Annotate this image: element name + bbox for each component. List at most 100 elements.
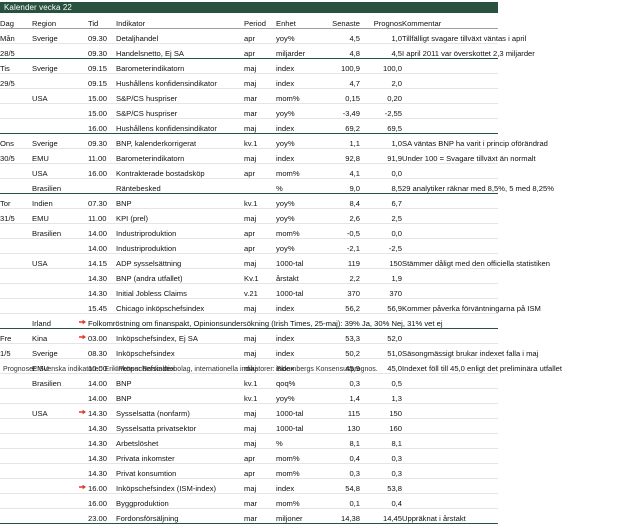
- cell-region: [32, 463, 76, 479]
- cell-dag: [0, 433, 32, 449]
- cell-tid: 14.30: [88, 448, 116, 464]
- cell-indikator: S&P/CS huspriser: [116, 103, 244, 119]
- table-row[interactable]: USA 14.30 Sysselsatta (nonfarm) maj 1000-tal…: [0, 403, 498, 419]
- column-header-dag: Dag: [0, 14, 32, 29]
- cell-prognos: 69,5: [360, 118, 402, 134]
- cell-kommentar: Kommer påverka förväntningarna på ISM: [402, 298, 541, 314]
- cell-dag: [0, 118, 32, 134]
- cell-indikator: Privat konsumtion: [116, 463, 244, 479]
- table-row[interactable]: 14.30 Arbetslöshet maj% 8,1 8,1: [0, 433, 498, 449]
- cell-region: EMU: [32, 358, 76, 374]
- table-row[interactable]: 14.30 Initial Jobless Claims v.21 1000-tal 3…: [0, 283, 498, 299]
- cell-period: maj: [244, 328, 276, 344]
- table-row[interactable]: Mån Sverige 09.30 Detaljhandel apr yoy% 4,5 1,0…: [0, 28, 526, 44]
- cell-indikator: Inköpschefsindex: [116, 358, 244, 374]
- cell-kommentar: Uppräknat i årstakt: [402, 508, 498, 524]
- table-row[interactable]: Ons Sverige 09.30 BNP, kalenderkorrigerat kv…: [0, 133, 548, 149]
- cell-period: kv.1: [244, 133, 276, 149]
- cell-tid: 03.00: [88, 328, 116, 344]
- table-row[interactable]: 14.00 Industriproduktion apr yoy% -2,1 -2,5: [0, 238, 498, 254]
- table-row[interactable]: Irland Folkomröstning om finanspakt, Opin…: [0, 313, 498, 329]
- cell-period: mar: [244, 508, 276, 524]
- cell-kommentar: Stämmer dåligt med den officiella statis…: [402, 253, 550, 269]
- cell-prognos: 1,0: [360, 133, 402, 149]
- table-row[interactable]: USA 15.00 S&P/CS huspriser mar mom% 0,15 0,20: [0, 88, 498, 104]
- cell-arrow: [76, 298, 88, 314]
- cell-region: USA: [32, 403, 76, 419]
- table-row[interactable]: USA 14.15 ADP sysselsättning maj 1000-tal 119…: [0, 253, 550, 269]
- cell-enhet: %: [276, 433, 318, 449]
- cell-tid: 09.15: [88, 58, 116, 74]
- table-row[interactable]: Brasilien 14.00 BNP kv.1 qoq% 0,3 0,5: [0, 373, 498, 389]
- table-row[interactable]: 14.00 BNP kv.1 yoy% 1,4 1,3: [0, 388, 498, 404]
- cell-dag: [0, 223, 32, 239]
- cell-enhet: yoy%: [276, 238, 318, 254]
- cell-kommentar: [402, 493, 498, 509]
- table-row[interactable]: 14.30 BNP (andra utfallet) Kv.1 årstakt 2,2 1…: [0, 268, 498, 284]
- table-row[interactable]: Brasilien 14.00 Industriproduktion apr mom% -…: [0, 223, 498, 239]
- table-row[interactable]: Tor Indien 07.30 BNP kv.1 yoy% 8,4 6,7: [0, 193, 498, 209]
- cell-enhet: 1000-tal: [276, 253, 318, 269]
- cell-region: [32, 118, 76, 134]
- cell-arrow: [76, 268, 88, 284]
- cell-region: Sverige: [32, 133, 76, 149]
- cell-indikator: Industriproduktion: [116, 223, 244, 239]
- table-row[interactable]: 29/5 09.15 Hushållens konfidensindikator ma…: [0, 73, 498, 89]
- cell-kommentar: SA väntas BNP ha varit i princip oföränd…: [402, 133, 548, 149]
- cell-indikator: Inköpschefsindex, Ej SA: [116, 328, 244, 344]
- cell-dag: [0, 268, 32, 284]
- table-row[interactable]: USA 16.00 Kontrakterade bostadsköp apr mom% 4…: [0, 163, 498, 179]
- cell-enhet: mom%: [276, 88, 318, 104]
- cell-region: [32, 103, 76, 119]
- cell-dag: 28/5: [0, 43, 32, 59]
- table-row[interactable]: 28/5 09.30 Handelsnetto, Ej SA apr miljarder…: [0, 43, 535, 59]
- table-row[interactable]: EMU 10.00 Inköpschefsindex maj index 45,9 45,0…: [0, 358, 562, 374]
- table-row[interactable]: 14.30 Sysselsatta privatsektor maj 1000-tal…: [0, 418, 498, 434]
- cell-note-span: Folkomröstning om finanspakt, Opinionsun…: [88, 313, 498, 329]
- table-row[interactable]: Fre Kina 03.00 Inköpschefsindex, Ej SA maj in…: [0, 328, 498, 344]
- cell-indikator: BNP: [116, 373, 244, 389]
- cell-prognos: 1,0: [360, 28, 402, 44]
- table-row[interactable]: 16.00 Inköpschefsindex (ISM-index) maj inde…: [0, 478, 498, 494]
- table-row[interactable]: 23.00 Fordonsförsäljning mar miljoner 14,38 1…: [0, 508, 498, 524]
- cell-period: apr: [244, 223, 276, 239]
- table-row[interactable]: 15.00 S&P/CS huspriser mar yoy% -3,49 -2,55: [0, 103, 498, 119]
- cell-indikator: BNP, kalenderkorrigerat: [116, 133, 244, 149]
- cell-senaste: 53,3: [318, 328, 360, 344]
- table-row[interactable]: Brasilien Räntebesked% 9,0 8,5 29 analytiker…: [0, 178, 554, 194]
- cell-period: apr: [244, 448, 276, 464]
- cell-period: kv.1: [244, 388, 276, 404]
- cell-prognos: 51,0: [360, 343, 402, 359]
- table-row[interactable]: 1/5 Sverige 08.30 Inköpschefsindex maj index 5…: [0, 343, 538, 359]
- cell-tid: 14.00: [88, 388, 116, 404]
- cell-arrow: [76, 238, 88, 254]
- table-row[interactable]: Tis Sverige 09.15 Barometerindikatorn maj ind…: [0, 58, 498, 74]
- cell-period: maj: [244, 478, 276, 494]
- table-row[interactable]: 30/5 EMU 11.00 Barometerindikatorn maj index 9…: [0, 148, 536, 164]
- title-bar: Kalender vecka 22: [0, 2, 498, 13]
- table-row[interactable]: 16.00 Hushållens konfidensindikator maj ind…: [0, 118, 498, 134]
- cell-kommentar: [402, 208, 498, 224]
- cell-kommentar: [402, 403, 498, 419]
- cell-prognos: 1,9: [360, 268, 402, 284]
- table-row[interactable]: 31/5 EMU 11.00 KPI (prel) maj yoy% 2,6 2,5: [0, 208, 498, 224]
- cell-region: [32, 433, 76, 449]
- cell-dag: [0, 103, 32, 119]
- cell-tid: 14.30: [88, 433, 116, 449]
- cell-senaste: 370: [318, 283, 360, 299]
- table-row[interactable]: 15.45 Chicago inköpschefsindex maj index 56,…: [0, 298, 541, 314]
- cell-arrow: [76, 478, 88, 494]
- cell-kommentar: Indexet föll till 45,0 enligt det prelim…: [402, 358, 562, 374]
- table-row[interactable]: 14.30 Privat konsumtion apr mom% 0,3 0,3: [0, 463, 498, 479]
- cell-dag: [0, 238, 32, 254]
- cell-prognos: 150: [360, 253, 402, 269]
- cell-arrow: [76, 208, 88, 224]
- table-row[interactable]: 14.30 Privata inkomster apr mom% 0,4 0,3: [0, 448, 498, 464]
- table-row[interactable]: 16.00 Byggproduktion mar mom% 0,1 0,4: [0, 493, 498, 509]
- cell-region: Irland: [32, 313, 76, 329]
- cell-period: maj: [244, 148, 276, 164]
- cell-period: maj: [244, 208, 276, 224]
- cell-arrow: [76, 223, 88, 239]
- cell-tid: 14.15: [88, 253, 116, 269]
- cell-arrow: [76, 403, 88, 419]
